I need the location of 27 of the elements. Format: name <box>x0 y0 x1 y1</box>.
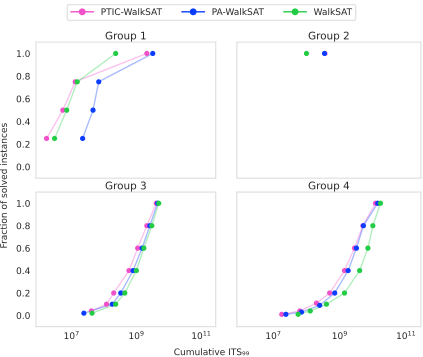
x-tick-label: 10$^{7}$ <box>266 330 280 340</box>
y-tick-label: 1.0 <box>17 200 30 207</box>
x-tick-label: 10$^{11}$ <box>192 330 210 340</box>
y-tick-label: 0.4 <box>16 267 30 274</box>
chart-title: Group 4 <box>308 182 350 192</box>
legend-label: WalkSAT <box>314 8 352 16</box>
x-tick-label: 10$^{7}$ <box>64 330 79 340</box>
chart-title: Group 1 <box>106 32 146 42</box>
y-tick-label: 0.0 <box>16 164 30 170</box>
legend-label: PTIC-WalkSAT <box>102 8 162 16</box>
chart-title: Group 2 <box>308 32 349 42</box>
legend-label: PA-WalkSAT <box>212 8 264 16</box>
y-tick-label: 1.0 <box>17 50 30 58</box>
x-tick-label: 10$^{11}$ <box>397 330 416 340</box>
y-tick-label: 0.8 <box>16 222 30 230</box>
chart-title: Group 3 <box>106 182 146 192</box>
y-tick-label: 0.6 <box>16 96 30 102</box>
y-tick-label: 0.8 <box>16 72 30 80</box>
y-tick-label: 0.6 <box>16 244 30 252</box>
y-tick-label: 0.0 <box>16 312 30 319</box>
x-tick-label: 10$^{9}$ <box>332 330 347 340</box>
y-tick-label: 0.2 <box>16 290 30 297</box>
y-tick-label: 0.2 <box>16 140 30 148</box>
x-tick-label: 10$^{9}$ <box>129 330 144 340</box>
x-axis-title: Cumulative ITS₉₉ <box>174 348 249 356</box>
y-axis-title: Fraction of solved instances <box>0 123 7 248</box>
y-tick-label: 0.4 <box>16 118 30 126</box>
